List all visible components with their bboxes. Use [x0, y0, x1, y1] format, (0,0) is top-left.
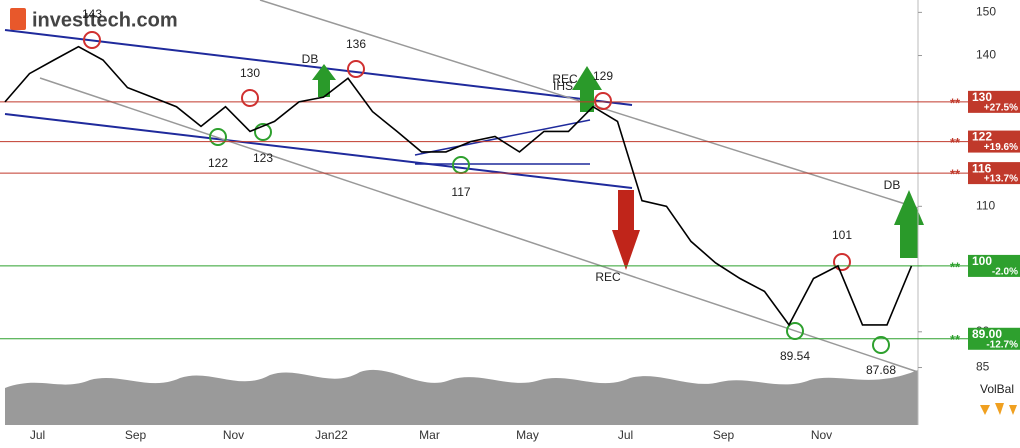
x-tick-label: Nov — [223, 428, 244, 442]
annotation: 89.54 — [780, 349, 810, 363]
annotation: DB — [302, 52, 319, 66]
buy-arrow — [894, 190, 924, 258]
annotation: 143 — [82, 7, 102, 21]
bottom-marker — [254, 123, 272, 141]
annotation: 87.68 — [866, 363, 896, 377]
annotation: REC — [595, 270, 621, 284]
level-label: 89.00 — [972, 327, 1002, 341]
level-box — [968, 130, 1020, 153]
level-label: 100 — [972, 254, 992, 268]
level-change: +13.7% — [984, 174, 1018, 185]
y-tick-label: 150 — [976, 5, 996, 19]
annotation: 136 — [346, 37, 366, 51]
x-tick-label: Sep — [125, 428, 147, 442]
top-marker — [833, 253, 851, 271]
logo-icon — [10, 8, 26, 30]
bottom-marker — [209, 128, 227, 146]
annotation: IHS — [553, 79, 573, 93]
logo: investtech.com — [10, 8, 178, 31]
x-tick-label: May — [516, 428, 539, 442]
x-tick-label: Jul — [30, 428, 45, 442]
annotation: 117 — [451, 185, 470, 199]
legend-icons — [980, 403, 1017, 415]
trend-line — [4, 29, 633, 106]
pattern-line — [414, 119, 591, 156]
bottom-marker — [872, 336, 890, 354]
y-tick-label: 140 — [976, 48, 996, 62]
level-box — [968, 254, 1020, 277]
price-line — [4, 45, 913, 327]
x-tick-label: Mar — [419, 428, 440, 442]
channel-line — [39, 77, 919, 373]
buy-arrow — [572, 66, 602, 112]
level-box — [968, 327, 1020, 350]
annotation: 129 — [593, 69, 613, 83]
level-stars: ** — [950, 259, 961, 274]
level-stars: ** — [950, 135, 961, 150]
level-label: 130 — [972, 90, 992, 104]
trend-line — [4, 113, 633, 189]
y-tick-label: 110 — [976, 198, 995, 212]
annotation: DB — [884, 178, 901, 192]
level-change: +19.6% — [984, 142, 1018, 153]
x-tick-label: Nov — [811, 428, 832, 442]
level-change: -12.7% — [986, 339, 1018, 350]
legend-label: VolBal — [980, 382, 1014, 396]
level-label: 122 — [972, 130, 992, 144]
top-marker — [241, 89, 259, 107]
y-tick-label: 85 — [976, 360, 990, 374]
level-label: 116 — [972, 161, 992, 175]
annotation: 101 — [832, 228, 852, 242]
level-stars: ** — [950, 332, 961, 347]
x-tick-label: Sep — [713, 428, 735, 442]
volume-area — [5, 369, 918, 425]
annotation: REC — [552, 72, 578, 86]
buy-arrow — [312, 64, 336, 97]
sell-arrow — [612, 190, 640, 270]
level-stars: ** — [950, 95, 961, 110]
level-stars: ** — [950, 167, 961, 182]
x-tick-label: Jan22 — [315, 428, 348, 442]
top-marker — [594, 92, 612, 110]
top-marker — [83, 31, 101, 49]
x-tick-label: Jul — [618, 428, 633, 442]
level-change: -2.0% — [992, 267, 1018, 278]
level-box — [968, 162, 1020, 185]
annotation: 123 — [253, 151, 273, 165]
top-marker — [347, 60, 365, 78]
annotation: 130 — [240, 66, 260, 80]
logo-text: investtech.com — [32, 9, 178, 31]
annotation: 122 — [208, 156, 228, 170]
level-box — [968, 90, 1020, 113]
level-change: +27.5% — [984, 103, 1018, 114]
